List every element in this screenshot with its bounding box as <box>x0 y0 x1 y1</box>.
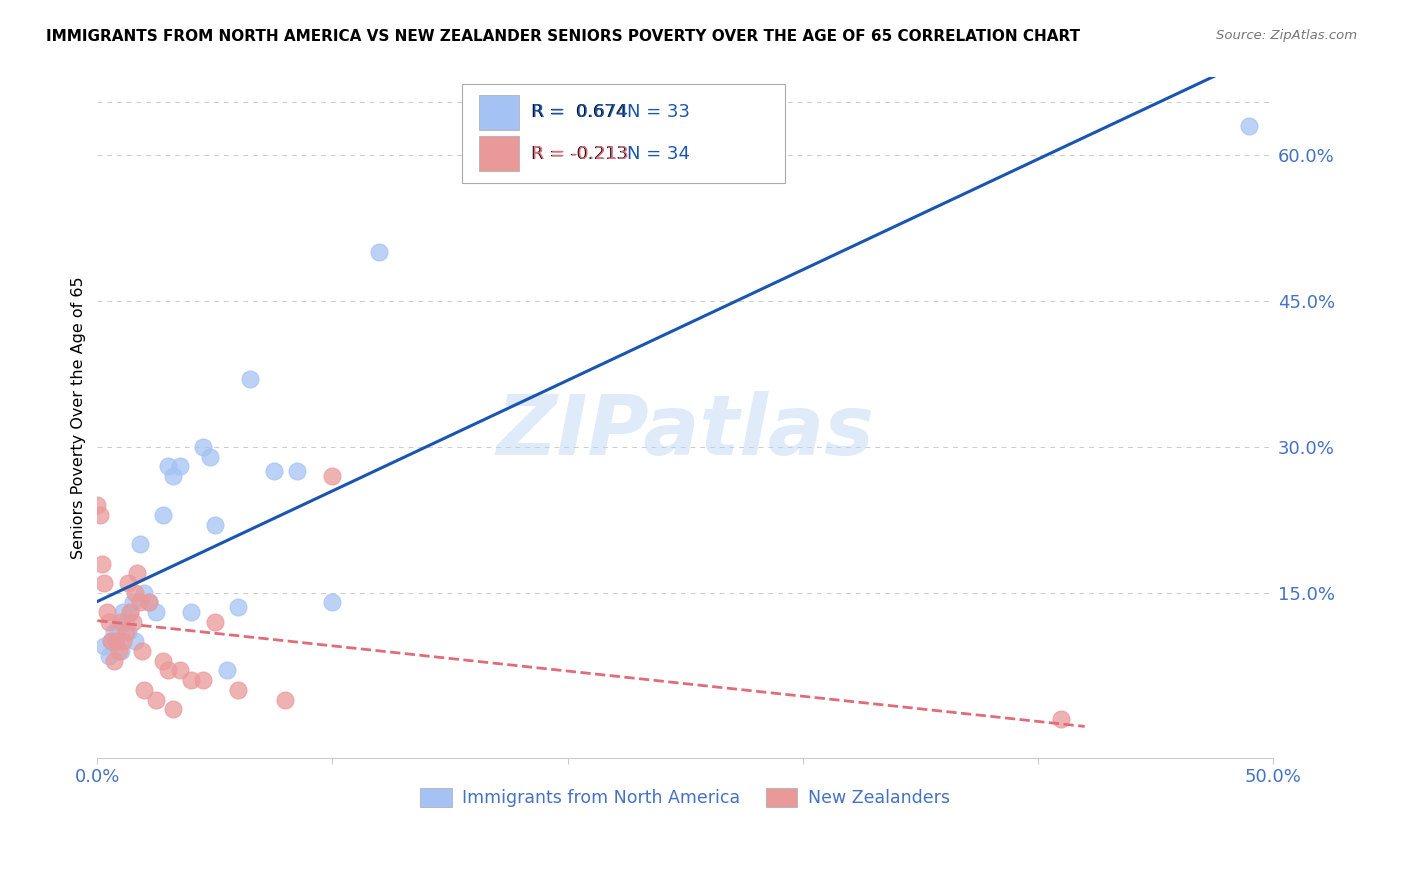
Point <box>1239 119 1261 133</box>
Point <box>93 576 115 591</box>
Point <box>228 682 250 697</box>
Point <box>114 615 136 629</box>
Point <box>121 615 143 629</box>
Text: R = -0.213: R = -0.213 <box>533 145 628 163</box>
Point <box>180 605 202 619</box>
Point <box>145 692 167 706</box>
Point <box>110 615 132 629</box>
Point <box>100 634 122 648</box>
Point <box>134 585 156 599</box>
Point <box>128 595 150 609</box>
Point <box>156 459 179 474</box>
Point <box>117 576 139 591</box>
Point <box>204 517 226 532</box>
Point <box>98 615 121 629</box>
Point <box>86 498 108 512</box>
Point <box>180 673 202 688</box>
FancyBboxPatch shape <box>479 136 519 171</box>
Point <box>131 644 153 658</box>
Text: N = 34: N = 34 <box>627 145 690 163</box>
Point <box>107 644 129 658</box>
Legend: Immigrants from North America, New Zealanders: Immigrants from North America, New Zeala… <box>413 780 956 814</box>
Point <box>138 595 160 609</box>
Text: ZIPatlas: ZIPatlas <box>496 391 875 472</box>
Point <box>128 537 150 551</box>
Text: R =  0.674: R = 0.674 <box>533 103 628 121</box>
Point <box>105 634 128 648</box>
Point <box>107 620 129 634</box>
Point <box>1050 712 1073 726</box>
Point <box>162 469 184 483</box>
Point <box>105 634 128 648</box>
Point <box>204 615 226 629</box>
Point <box>191 440 214 454</box>
Point <box>127 566 149 581</box>
Point <box>321 469 343 483</box>
Point <box>134 682 156 697</box>
Point <box>169 664 191 678</box>
Text: Source: ZipAtlas.com: Source: ZipAtlas.com <box>1216 29 1357 43</box>
Text: IMMIGRANTS FROM NORTH AMERICA VS NEW ZEALANDER SENIORS POVERTY OVER THE AGE OF 6: IMMIGRANTS FROM NORTH AMERICA VS NEW ZEA… <box>46 29 1081 45</box>
Point <box>114 624 136 639</box>
Point <box>285 464 308 478</box>
Point <box>103 654 125 668</box>
Point <box>162 702 184 716</box>
Point <box>239 372 262 386</box>
Point <box>96 605 118 619</box>
Point <box>169 459 191 474</box>
FancyBboxPatch shape <box>479 95 519 130</box>
Point <box>120 605 142 619</box>
Y-axis label: Seniors Poverty Over the Age of 65: Seniors Poverty Over the Age of 65 <box>72 277 86 559</box>
Point <box>263 464 285 478</box>
Point <box>368 245 391 260</box>
Point <box>91 557 114 571</box>
Point <box>121 595 143 609</box>
Point <box>100 634 122 648</box>
Point <box>98 648 121 663</box>
Point <box>152 654 174 668</box>
Point <box>198 450 221 464</box>
Point <box>89 508 111 522</box>
Point <box>138 595 160 609</box>
Point <box>124 585 146 599</box>
Point <box>156 664 179 678</box>
Point <box>112 605 135 619</box>
Point <box>93 639 115 653</box>
Point <box>117 624 139 639</box>
Point <box>191 673 214 688</box>
Text: R =  0.674: R = 0.674 <box>531 103 627 121</box>
Point <box>124 634 146 648</box>
Text: N = 33: N = 33 <box>627 103 690 121</box>
Point <box>215 664 238 678</box>
FancyBboxPatch shape <box>461 84 785 183</box>
Point <box>274 692 297 706</box>
Point <box>112 634 135 648</box>
Point <box>145 605 167 619</box>
Point <box>228 600 250 615</box>
Point <box>152 508 174 522</box>
Point <box>103 624 125 639</box>
Text: R = -0.213: R = -0.213 <box>531 145 628 163</box>
Point <box>120 605 142 619</box>
Point <box>110 644 132 658</box>
Point <box>321 595 343 609</box>
